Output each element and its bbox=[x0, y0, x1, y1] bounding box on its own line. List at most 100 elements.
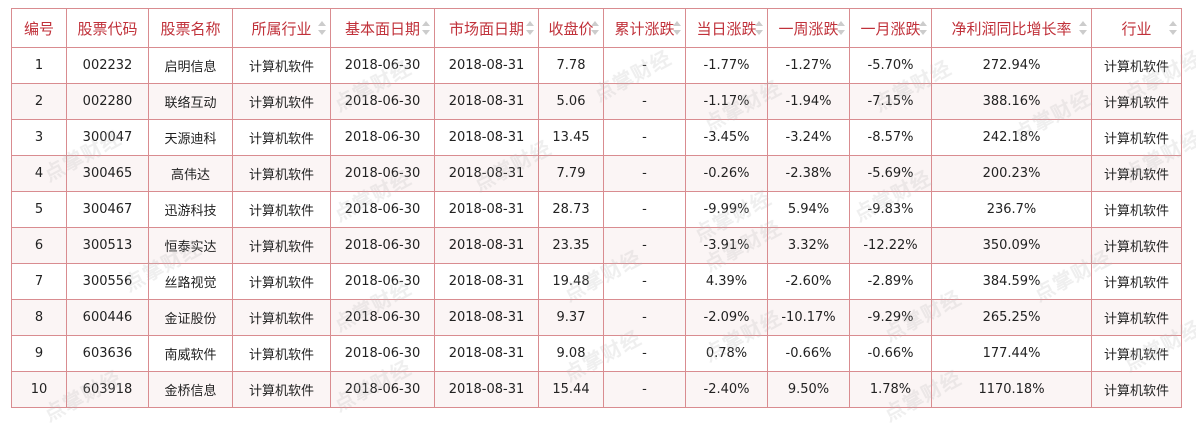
cell-col-code: 603918 bbox=[66, 371, 149, 408]
cell-col-sector: 计算机软件 bbox=[232, 299, 331, 336]
header-label: 净利润同比增长率 bbox=[951, 19, 1072, 38]
table-row[interactable]: 7 300556 丝路视觉 计算机软件 2018-06-30 2018-08-31 19.4… bbox=[11, 263, 1182, 300]
cell-col-close: 9.08 bbox=[538, 335, 604, 372]
cell-col-profit-growth: 388.16% bbox=[931, 83, 1092, 120]
cell-col-code: 300465 bbox=[66, 155, 149, 192]
table-row[interactable]: 3 300047 天源迪科 计算机软件 2018-06-30 2018-08-31 13.4… bbox=[11, 119, 1182, 156]
cell-col-day-change: -1.77% bbox=[685, 47, 768, 84]
cell-col-name: 联络互动 bbox=[148, 83, 233, 120]
cell-col-day-change: -2.09% bbox=[685, 299, 768, 336]
header-label: 一月涨跌 bbox=[860, 19, 921, 38]
header-label: 股票代码 bbox=[77, 19, 138, 38]
cell-col-week-change: 3.32% bbox=[767, 227, 850, 264]
cell-col-code: 300513 bbox=[66, 227, 149, 264]
cell-col-industry: 计算机软件 bbox=[1091, 335, 1182, 372]
sort-icon[interactable] bbox=[755, 21, 763, 35]
cell-col-market-date: 2018-08-31 bbox=[434, 83, 539, 120]
sort-icon[interactable] bbox=[318, 21, 326, 35]
cell-col-month-change: -2.89% bbox=[849, 263, 932, 300]
header-col-cum-change[interactable]: 累计涨跌 bbox=[603, 8, 686, 48]
cell-col-industry: 计算机软件 bbox=[1091, 155, 1182, 192]
table-row[interactable]: 5 300467 迅游科技 计算机软件 2018-06-30 2018-08-31 28.7… bbox=[11, 191, 1182, 228]
header-col-industry[interactable]: 行业 bbox=[1091, 8, 1182, 48]
cell-col-close: 13.45 bbox=[538, 119, 604, 156]
sort-icon[interactable] bbox=[673, 21, 681, 35]
cell-col-profit-growth: 200.23% bbox=[931, 155, 1092, 192]
header-col-fund-date[interactable]: 基本面日期 bbox=[330, 8, 435, 48]
cell-col-close: 9.37 bbox=[538, 299, 604, 336]
cell-col-fund-date: 2018-06-30 bbox=[330, 47, 435, 84]
header-label: 基本面日期 bbox=[344, 19, 420, 38]
table-row[interactable]: 8 600446 金证股份 计算机软件 2018-06-30 2018-08-31 9.37… bbox=[11, 299, 1182, 336]
header-row: 编号 股票代码 股票名称 所属行业 基本面日期 市场面日期 收盘价 累计涨跌 当日涨跌 一周涨跌 一… bbox=[11, 8, 1182, 48]
sort-icon[interactable] bbox=[1079, 21, 1087, 35]
cell-col-day-change: 4.39% bbox=[685, 263, 768, 300]
table-row[interactable]: 1 002232 启明信息 计算机软件 2018-06-30 2018-08-31 7.78… bbox=[11, 47, 1182, 84]
cell-col-fund-date: 2018-06-30 bbox=[330, 299, 435, 336]
cell-col-code: 300047 bbox=[66, 119, 149, 156]
header-col-sector[interactable]: 所属行业 bbox=[232, 8, 331, 48]
cell-col-week-change: -3.24% bbox=[767, 119, 850, 156]
cell-col-cum-change: - bbox=[603, 227, 686, 264]
cell-col-profit-growth: 265.25% bbox=[931, 299, 1092, 336]
header-col-profit-growth[interactable]: 净利润同比增长率 bbox=[931, 8, 1092, 48]
table-row[interactable]: 9 603636 南威软件 计算机软件 2018-06-30 2018-08-31 9.08… bbox=[11, 335, 1182, 372]
cell-col-cum-change: - bbox=[603, 299, 686, 336]
header-col-market-date[interactable]: 市场面日期 bbox=[434, 8, 539, 48]
sort-icon[interactable] bbox=[526, 21, 534, 35]
cell-col-market-date: 2018-08-31 bbox=[434, 47, 539, 84]
table-row[interactable]: 10 603918 金桥信息 计算机软件 2018-06-30 2018-08-31 15.… bbox=[11, 371, 1182, 408]
cell-col-id: 3 bbox=[11, 119, 67, 156]
cell-col-market-date: 2018-08-31 bbox=[434, 155, 539, 192]
cell-col-cum-change: - bbox=[603, 155, 686, 192]
header-col-close[interactable]: 收盘价 bbox=[538, 8, 604, 48]
table-row[interactable]: 6 300513 恒泰实达 计算机软件 2018-06-30 2018-08-31 23.3… bbox=[11, 227, 1182, 264]
cell-col-industry: 计算机软件 bbox=[1091, 371, 1182, 408]
cell-col-close: 7.78 bbox=[538, 47, 604, 84]
sort-icon[interactable] bbox=[919, 21, 927, 35]
table-row[interactable]: 4 300465 高伟达 计算机软件 2018-06-30 2018-08-31 7.79-… bbox=[11, 155, 1182, 192]
cell-col-close: 5.06 bbox=[538, 83, 604, 120]
sort-icon[interactable] bbox=[837, 21, 845, 35]
header-label: 当日涨跌 bbox=[696, 19, 757, 38]
cell-col-id: 4 bbox=[11, 155, 67, 192]
cell-col-fund-date: 2018-06-30 bbox=[330, 335, 435, 372]
cell-col-week-change: -1.27% bbox=[767, 47, 850, 84]
header-label: 编号 bbox=[23, 19, 54, 38]
cell-col-sector: 计算机软件 bbox=[232, 263, 331, 300]
cell-col-fund-date: 2018-06-30 bbox=[330, 263, 435, 300]
header-col-month-change[interactable]: 一月涨跌 bbox=[849, 8, 932, 48]
cell-col-market-date: 2018-08-31 bbox=[434, 299, 539, 336]
table-row[interactable]: 2 002280 联络互动 计算机软件 2018-06-30 2018-08-31 5.06… bbox=[11, 83, 1182, 120]
cell-col-market-date: 2018-08-31 bbox=[434, 119, 539, 156]
cell-col-close: 23.35 bbox=[538, 227, 604, 264]
cell-col-market-date: 2018-08-31 bbox=[434, 371, 539, 408]
cell-col-sector: 计算机软件 bbox=[232, 119, 331, 156]
cell-col-month-change: -8.57% bbox=[849, 119, 932, 156]
sort-icon[interactable] bbox=[1169, 21, 1177, 35]
cell-col-sector: 计算机软件 bbox=[232, 227, 331, 264]
cell-col-fund-date: 2018-06-30 bbox=[330, 83, 435, 120]
cell-col-profit-growth: 384.59% bbox=[931, 263, 1092, 300]
cell-col-market-date: 2018-08-31 bbox=[434, 263, 539, 300]
header-label: 股票名称 bbox=[160, 19, 221, 38]
cell-col-name: 高伟达 bbox=[148, 155, 233, 192]
cell-col-sector: 计算机软件 bbox=[232, 155, 331, 192]
header-col-week-change[interactable]: 一周涨跌 bbox=[767, 8, 850, 48]
cell-col-market-date: 2018-08-31 bbox=[434, 191, 539, 228]
cell-col-month-change: 1.78% bbox=[849, 371, 932, 408]
cell-col-week-change: -1.94% bbox=[767, 83, 850, 120]
sort-icon[interactable] bbox=[422, 21, 430, 35]
cell-col-name: 金证股份 bbox=[148, 299, 233, 336]
cell-col-sector: 计算机软件 bbox=[232, 191, 331, 228]
header-col-day-change[interactable]: 当日涨跌 bbox=[685, 8, 768, 48]
cell-col-cum-change: - bbox=[603, 263, 686, 300]
sort-icon[interactable] bbox=[591, 21, 599, 35]
cell-col-close: 19.48 bbox=[538, 263, 604, 300]
cell-col-day-change: -2.40% bbox=[685, 371, 768, 408]
cell-col-day-change: -3.91% bbox=[685, 227, 768, 264]
cell-col-month-change: -9.83% bbox=[849, 191, 932, 228]
cell-col-name: 金桥信息 bbox=[148, 371, 233, 408]
table-body: 1 002232 启明信息 计算机软件 2018-06-30 2018-08-31 7.78… bbox=[11, 47, 1182, 408]
header-col-id: 编号 bbox=[11, 8, 67, 48]
